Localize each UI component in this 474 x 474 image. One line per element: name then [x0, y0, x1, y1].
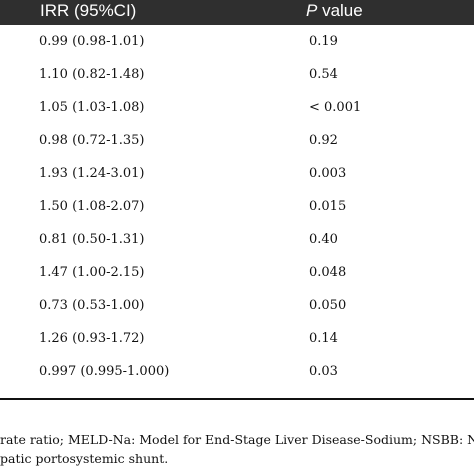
table-row: 1.93 (1.24-3.01) 0.003 [0, 157, 474, 190]
footnote-line-2: patic portosystemic shunt. [0, 451, 169, 466]
table-row: 0.99 (0.98-1.01) 0.19 [0, 25, 474, 58]
irr-cell: 1.26 (0.93-1.72) [39, 331, 145, 346]
table-row: 0.81 (0.50-1.31) 0.40 [0, 223, 474, 256]
table-row: 1.47 (1.00-2.15) 0.048 [0, 256, 474, 289]
p-value-cell: 0.015 [309, 199, 347, 214]
p-symbol: P [306, 1, 318, 20]
table-row: 0.997 (0.995-1.000) 0.03 [0, 355, 474, 388]
irr-cell: 0.81 (0.50-1.31) [39, 232, 145, 247]
table-row: 1.10 (0.82-1.48) 0.54 [0, 58, 474, 91]
footnote-line-1: rate ratio; MELD-Na: Model for End-Stage… [0, 432, 474, 447]
p-value-cell: 0.19 [309, 34, 338, 49]
p-value-cell: 0.003 [309, 166, 347, 181]
table-row: 0.98 (0.72-1.35) 0.92 [0, 124, 474, 157]
p-value-cell: 0.40 [309, 232, 338, 247]
p-value-suffix: value [317, 1, 363, 20]
p-value-cell: 0.92 [309, 133, 338, 148]
irr-cell: 1.10 (0.82-1.48) [39, 67, 145, 82]
irr-cell: 1.50 (1.08-2.07) [39, 199, 145, 214]
column-header-irr: IRR (95%CI) [40, 1, 137, 20]
table-row: 0.73 (0.53-1.00) 0.050 [0, 289, 474, 322]
p-value-cell: 0.03 [309, 364, 338, 379]
table-bottom-rule [0, 398, 474, 400]
irr-cell: 0.98 (0.72-1.35) [39, 133, 145, 148]
table-footnote: rate ratio; MELD-Na: Model for End-Stage… [0, 430, 474, 468]
column-header-p-value: P value [306, 1, 363, 21]
p-value-cell: < 0.001 [309, 100, 362, 115]
table-row: 1.50 (1.08-2.07) 0.015 [0, 190, 474, 223]
p-value-cell: 0.048 [309, 265, 347, 280]
irr-cell: 0.73 (0.53-1.00) [39, 298, 145, 313]
p-value-cell: 0.54 [309, 67, 338, 82]
p-value-cell: 0.050 [309, 298, 347, 313]
irr-cell: 1.93 (1.24-3.01) [39, 166, 145, 181]
table-body: 0.99 (0.98-1.01) 0.19 1.10 (0.82-1.48) 0… [0, 25, 474, 388]
irr-cell: 0.997 (0.995-1.000) [39, 364, 170, 379]
irr-cell: 1.05 (1.03-1.08) [39, 100, 145, 115]
table-row: 1.26 (0.93-1.72) 0.14 [0, 322, 474, 355]
table-row: 1.05 (1.03-1.08) < 0.001 [0, 91, 474, 124]
irr-cell: 1.47 (1.00-2.15) [39, 265, 145, 280]
p-value-cell: 0.14 [309, 331, 338, 346]
table-header-bar: IRR (95%CI) P value [0, 0, 474, 25]
irr-cell: 0.99 (0.98-1.01) [39, 34, 145, 49]
